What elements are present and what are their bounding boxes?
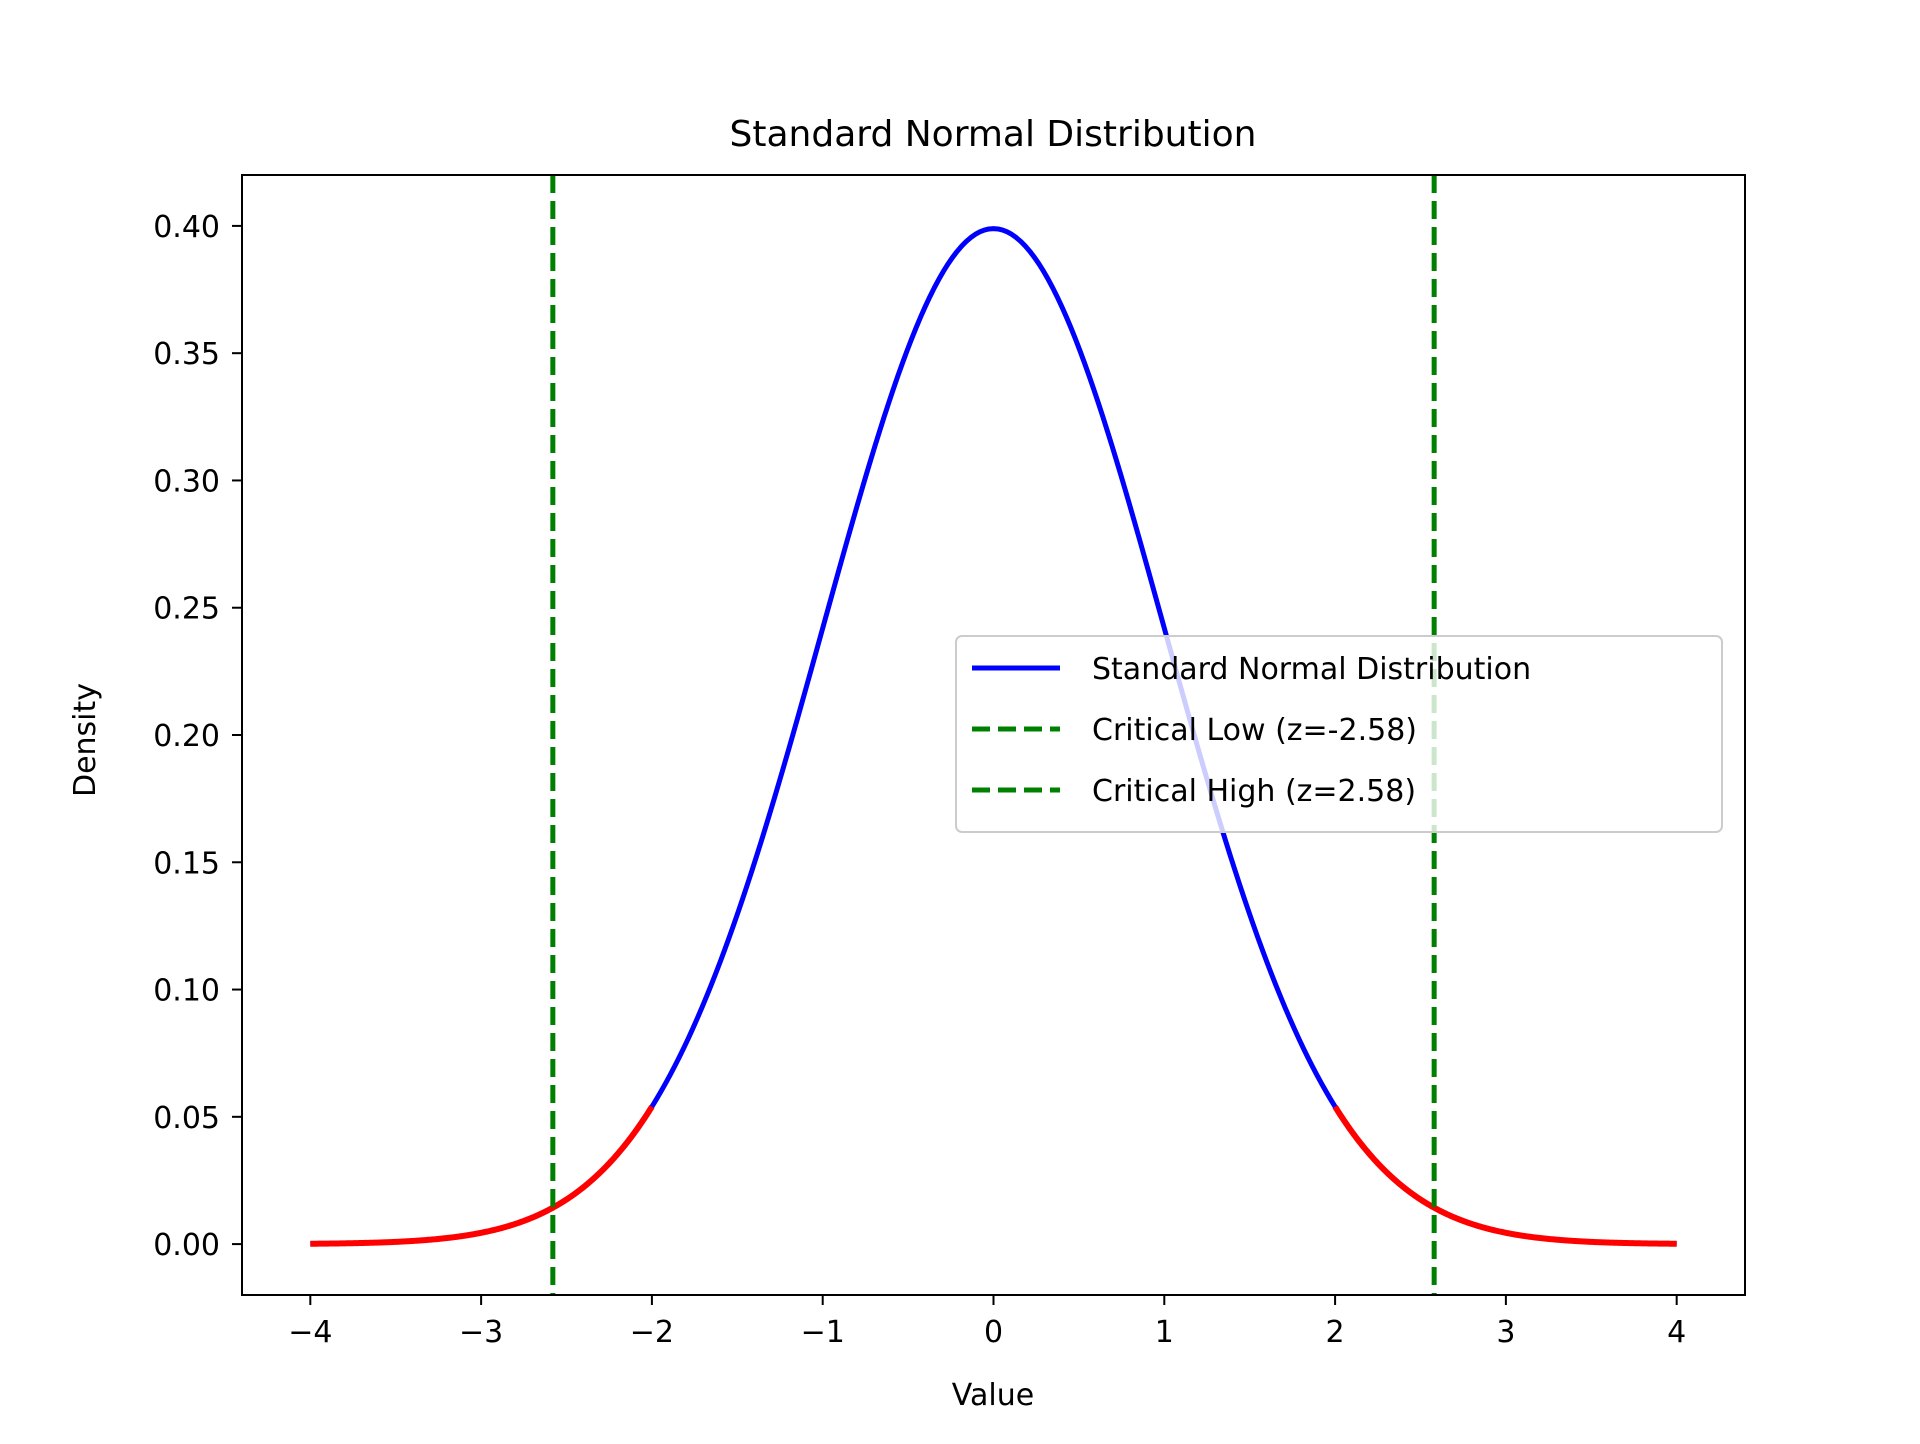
- x-tick-label: 3: [1496, 1315, 1515, 1350]
- tail-highlight-left: [308, 1105, 655, 1247]
- legend-label: Critical High (z=2.58): [1092, 774, 1416, 809]
- tail-highlight-right: [1332, 1105, 1679, 1247]
- x-tick-label: −1: [801, 1315, 845, 1350]
- x-tick-label: 4: [1667, 1315, 1686, 1350]
- y-tick-label: 0.05: [153, 1101, 220, 1136]
- x-tick-label: −4: [288, 1315, 332, 1350]
- x-tick-label: −3: [459, 1315, 503, 1350]
- y-tick-label: 0.30: [153, 464, 220, 499]
- x-tick-label: 0: [984, 1315, 1003, 1350]
- legend-box: [955, 635, 1723, 833]
- y-tick-label: 0.35: [153, 337, 220, 372]
- chart-title: Standard Normal Distribution: [730, 114, 1257, 155]
- y-tick-label: 0.10: [153, 974, 220, 1009]
- x-tick-label: 2: [1326, 1315, 1345, 1350]
- y-axis-label: Density: [68, 683, 103, 797]
- y-tick-label: 0.25: [153, 592, 220, 627]
- legend: Standard Normal Distribution Critical Low…: [955, 635, 1723, 833]
- y-tick-label: 0.20: [153, 719, 220, 754]
- legend-label: Standard Normal Distribution: [1092, 652, 1531, 687]
- y-tick-label: 0.40: [153, 210, 220, 245]
- x-axis-label: Value: [952, 1378, 1034, 1413]
- legend-label: Critical Low (z=-2.58): [1092, 713, 1417, 748]
- y-tick-label: 0.00: [153, 1228, 220, 1263]
- y-tick-label: 0.15: [153, 846, 220, 881]
- axes: −4 −3 −2 −1 0 1 2 3 4 0.00 0.05 0.10 0.15 0.20 0.25 0.3…: [153, 174, 1746, 1350]
- plot-area: [308, 175, 1679, 1295]
- x-tick-label: −2: [630, 1315, 674, 1350]
- x-tick-label: 1: [1155, 1315, 1174, 1350]
